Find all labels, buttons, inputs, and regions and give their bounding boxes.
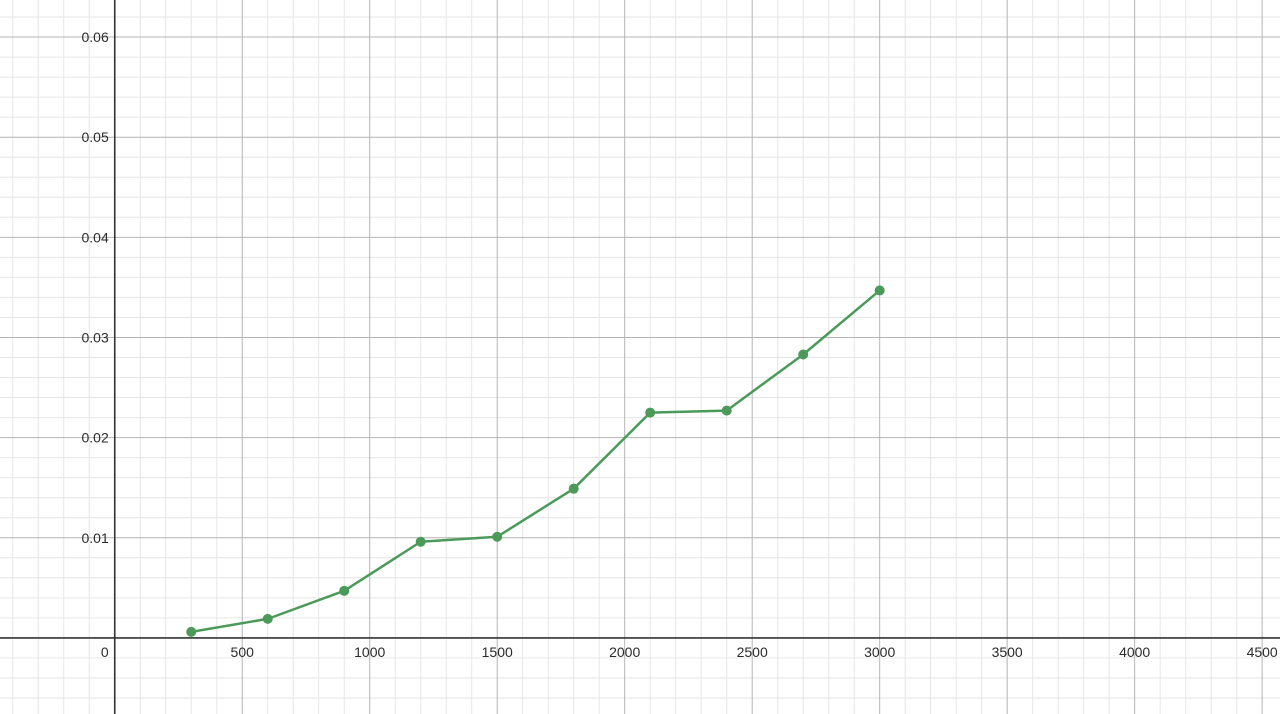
y-tick-label: 0.05 (81, 129, 108, 145)
x-tick-label: 4500 (1247, 644, 1278, 660)
x-tick-label: 3500 (992, 644, 1023, 660)
data-point (339, 585, 350, 596)
data-point (798, 349, 809, 360)
data-point (262, 613, 273, 624)
x-tick-label: 2000 (609, 644, 640, 660)
y-tick-labels: 0.01 0.02 0.03 0.04 0.05 0.06 (81, 29, 108, 546)
data-point (186, 626, 197, 637)
x-tick-label: 0 (101, 644, 109, 660)
x-tick-label: 4000 (1119, 644, 1150, 660)
x-tick-label: 500 (231, 644, 255, 660)
x-tick-label: 3000 (864, 644, 895, 660)
series-layer (186, 285, 885, 637)
data-point (645, 407, 656, 418)
x-tick-label: 1500 (482, 644, 513, 660)
x-tick-labels: 0 500 1000 1500 2000 2500 3000 3500 4000 4500 (101, 644, 1278, 660)
data-point (568, 483, 579, 494)
x-tick-label: 1000 (354, 644, 385, 660)
series-line (189, 289, 881, 634)
data-point (874, 285, 885, 296)
y-tick-label: 0.06 (81, 29, 108, 45)
x-tick-label: 2500 (737, 644, 768, 660)
y-tick-label: 0.01 (81, 530, 108, 546)
y-tick-label: 0.04 (81, 229, 108, 245)
y-tick-label: 0.02 (81, 430, 108, 446)
data-point (721, 405, 732, 416)
data-point (415, 536, 426, 547)
y-tick-label: 0.03 (81, 329, 108, 345)
data-point (492, 531, 503, 542)
